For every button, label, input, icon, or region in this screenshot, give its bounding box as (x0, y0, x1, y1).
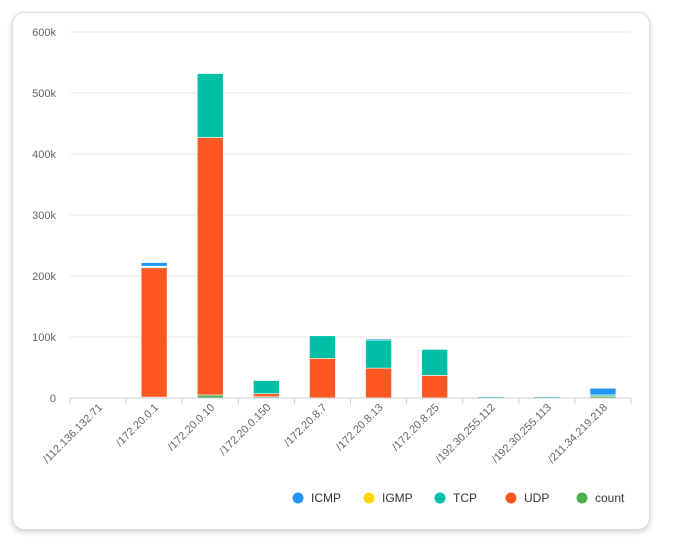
bar-segment-icmp[interactable] (421, 348, 448, 350)
bar-segment-icmp[interactable] (589, 387, 617, 396)
y-tick-label: 500k (32, 88, 56, 100)
legend-marker (505, 492, 517, 504)
x-axis (69, 397, 632, 404)
x-tick-label: /172.20.0.1 (114, 402, 161, 449)
bar-segment-icmp[interactable] (253, 379, 280, 381)
legend-item-tcp[interactable]: TCP (434, 491, 478, 505)
bars (140, 72, 617, 399)
y-tick-label: 0 (50, 393, 56, 405)
bar-segment-icmp[interactable] (196, 72, 224, 74)
x-tick-label: /211.34.219.218 (546, 402, 610, 466)
x-axis-ticks: /112.136.132.71/172.20.0.1/172.20.0.10/1… (41, 402, 610, 466)
legend-label: TCP (453, 491, 477, 505)
legend-label: count (595, 491, 625, 505)
legend-item-udp[interactable]: UDP (505, 491, 550, 505)
y-tick-label: 400k (32, 149, 56, 161)
bar-segment-udp[interactable] (253, 393, 280, 398)
chart-card (12, 12, 650, 530)
x-tick-label: /172.20.8.13 (334, 402, 386, 454)
legend[interactable]: ICMP IGMP TCP UDP count (292, 491, 626, 505)
bar-segment-tcp[interactable] (196, 73, 224, 138)
bar-segment-udp[interactable] (421, 375, 448, 399)
legend-label: UDP (524, 491, 549, 505)
x-tick-label: /172.20.8.25 (390, 402, 442, 454)
bar-segment-icmp[interactable] (140, 262, 168, 267)
bar-segment-udp[interactable] (196, 137, 224, 396)
legend-label: IGMP (382, 491, 413, 505)
bar-segment-udp[interactable] (140, 267, 168, 398)
y-tick-label: 100k (32, 332, 56, 344)
y-axis-ticks: 0 100k 200k 300k 400k 500k 600k (32, 27, 56, 405)
x-tick-label: /192.30.255.113 (490, 402, 554, 466)
x-tick-label: /172.20.0.150 (217, 402, 273, 458)
bar-segment-icmp[interactable] (365, 338, 392, 341)
legend-marker (363, 492, 375, 504)
x-tick-label: /172.20.8.7 (282, 402, 329, 449)
y-tick-label: 600k (32, 27, 56, 39)
legend-marker (434, 492, 446, 504)
y-tick-label: 200k (32, 271, 56, 283)
legend-label: ICMP (311, 491, 341, 505)
x-tick-label: /192.30.255.112 (434, 402, 498, 466)
bar-segment-tcp[interactable] (309, 335, 336, 359)
bar-segment-tcp[interactable] (253, 380, 280, 395)
y-tick-label: 300k (32, 210, 56, 222)
bar-segment-udp[interactable] (365, 367, 392, 399)
legend-item-igmp[interactable]: IGMP (363, 491, 413, 505)
bar-segment-tcp[interactable] (421, 348, 448, 376)
x-tick-label: /112.136.132.71 (41, 402, 105, 466)
x-tick-label: /172.20.0.10 (166, 402, 218, 454)
bar-segment-udp[interactable] (309, 358, 336, 399)
legend-marker (576, 492, 588, 504)
legend-marker (292, 492, 304, 504)
legend-item-count[interactable]: count (576, 491, 626, 505)
bar-segment-tcp[interactable] (365, 339, 392, 369)
legend-item-icmp[interactable]: ICMP (292, 491, 342, 505)
